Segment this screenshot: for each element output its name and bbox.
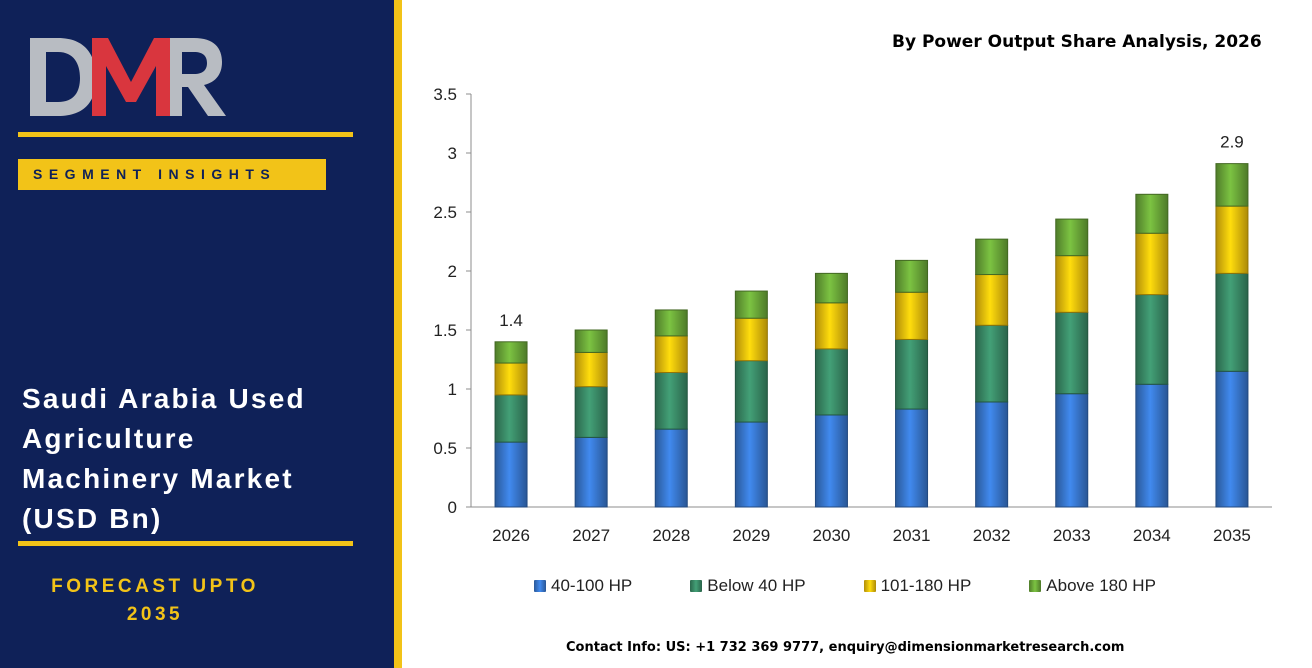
top-gold-rule: [18, 132, 353, 137]
legend-item: 40-100 HP: [534, 576, 632, 596]
market-title-line: Machinery Market: [22, 463, 294, 494]
bar-segment: [814, 272, 848, 304]
bar-segment: [895, 291, 929, 340]
market-title: Saudi Arabia Used Agriculture Machinery …: [22, 379, 372, 539]
data-label: 2.9: [1220, 133, 1244, 152]
bar-segment: [1135, 232, 1169, 296]
bar-segment: [734, 421, 768, 508]
legend-label: Below 40 HP: [707, 576, 806, 595]
y-tick-label: 0: [448, 498, 457, 517]
bar-segment: [1055, 393, 1089, 508]
x-tick-label: 2028: [652, 526, 690, 545]
forecast-text: FORECAST UPTO 2035: [30, 573, 280, 629]
bar-segment: [654, 309, 688, 337]
bar-segment: [975, 324, 1009, 403]
bar-segment: [1055, 218, 1089, 257]
chart-title: By Power Output Share Analysis, 2026: [892, 32, 1262, 52]
market-title-line: Agriculture: [22, 423, 196, 454]
x-tick-label: 2027: [572, 526, 610, 545]
bar-segment: [975, 401, 1009, 508]
bar-segment: [1135, 383, 1169, 508]
gold-divider: [394, 0, 402, 668]
market-title-line: (USD Bn): [22, 503, 163, 534]
bar-segment: [814, 302, 848, 350]
bar-segment: [574, 386, 608, 438]
bar-segment: [494, 362, 528, 396]
bar-segment: [1055, 255, 1089, 313]
bar-segment: [895, 408, 929, 508]
bottom-gold-rule: [18, 541, 353, 546]
x-tick-label: 2029: [732, 526, 770, 545]
legend-swatch: [863, 580, 876, 592]
bar-segment: [1055, 311, 1089, 395]
legend-item: Above 180 HP: [1029, 576, 1156, 596]
bar-segment: [654, 335, 688, 373]
bar-segment: [814, 348, 848, 416]
bar-segment: [574, 436, 608, 508]
bar-segment: [1135, 193, 1169, 234]
bar-segment: [814, 414, 848, 508]
legend-swatch: [534, 580, 546, 592]
bar-segment: [494, 441, 528, 508]
legend-item: Below 40 HP: [690, 576, 806, 596]
y-tick-label: 1.5: [433, 321, 457, 340]
x-tick-label: 2033: [1053, 526, 1091, 545]
forecast-year: 2035: [126, 604, 184, 625]
segment-insights-badge: SEGMENT INSIGHTS: [18, 159, 326, 190]
x-tick-label: 2035: [1213, 526, 1251, 545]
bar-segment: [975, 238, 1009, 276]
bar-segment: [574, 329, 608, 353]
x-tick-label: 2032: [973, 526, 1011, 545]
x-tick-label: 2026: [492, 526, 530, 545]
legend-swatch: [1029, 580, 1042, 592]
stacked-bar-chart: 0 0.5 1 1.5 2 2.5 3 3.5 2026 1.4 2027 2028 2029 2030 2…: [433, 85, 1272, 545]
legend-label: Above 180 HP: [1046, 576, 1156, 595]
bar-segment: [1215, 163, 1249, 207]
bar-segment: [975, 274, 1009, 326]
bar-segment: [1215, 205, 1249, 274]
y-tick-label: 1: [448, 380, 457, 399]
bar-segment: [1135, 294, 1169, 385]
legend-label: 101-180 HP: [880, 576, 972, 595]
legend-label: 40-100 HP: [551, 576, 633, 595]
y-tick-label: 2.5: [433, 203, 457, 222]
bar-segment: [574, 351, 608, 388]
y-tick-label: 3.5: [433, 85, 457, 104]
x-tick-label: 2030: [813, 526, 851, 545]
y-tick-label: 0.5: [433, 439, 457, 458]
bar-segment: [734, 360, 768, 423]
chart-legend: 40-100 HP Below 40 HP 101-180 HP Above 180 …: [534, 575, 1156, 597]
y-tick-label: 2: [448, 262, 457, 281]
bar-segment: [494, 394, 528, 443]
bar-segment: [1215, 272, 1249, 372]
bar-segment: [895, 338, 929, 410]
bar-segment: [734, 290, 768, 319]
forecast-line: FORECAST UPTO: [51, 576, 259, 597]
bar-segment: [1215, 370, 1249, 508]
bar-segment: [895, 259, 929, 293]
bar-segment: [734, 317, 768, 362]
legend-swatch: [690, 580, 703, 592]
bar-segment: [654, 371, 688, 430]
bar-segment: [654, 428, 688, 508]
x-tick-label: 2031: [893, 526, 931, 545]
legend-item: 101-180 HP: [863, 576, 972, 596]
dmr-logo: [30, 38, 226, 116]
data-label: 1.4: [499, 311, 523, 330]
contact-info: Contact Info: US: +1 732 369 9777, enqui…: [566, 640, 1125, 655]
y-tick-label: 3: [448, 144, 457, 163]
bar-segment: [494, 341, 528, 364]
market-title-line: Saudi Arabia Used: [22, 383, 306, 414]
x-tick-label: 2034: [1133, 526, 1171, 545]
